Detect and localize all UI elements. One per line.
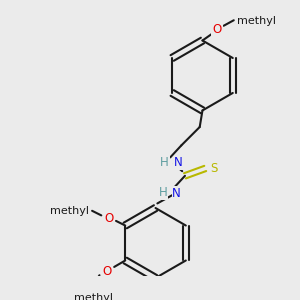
Text: N: N — [172, 187, 181, 200]
Text: methyl: methyl — [50, 206, 89, 216]
Text: S: S — [211, 162, 218, 175]
Text: O: O — [104, 212, 113, 225]
Text: H: H — [160, 155, 169, 169]
Text: O: O — [213, 23, 222, 36]
Text: methyl: methyl — [74, 293, 112, 300]
Text: N: N — [174, 156, 183, 170]
Text: H: H — [158, 186, 167, 199]
Text: O: O — [102, 265, 111, 278]
Text: methyl: methyl — [236, 16, 275, 26]
